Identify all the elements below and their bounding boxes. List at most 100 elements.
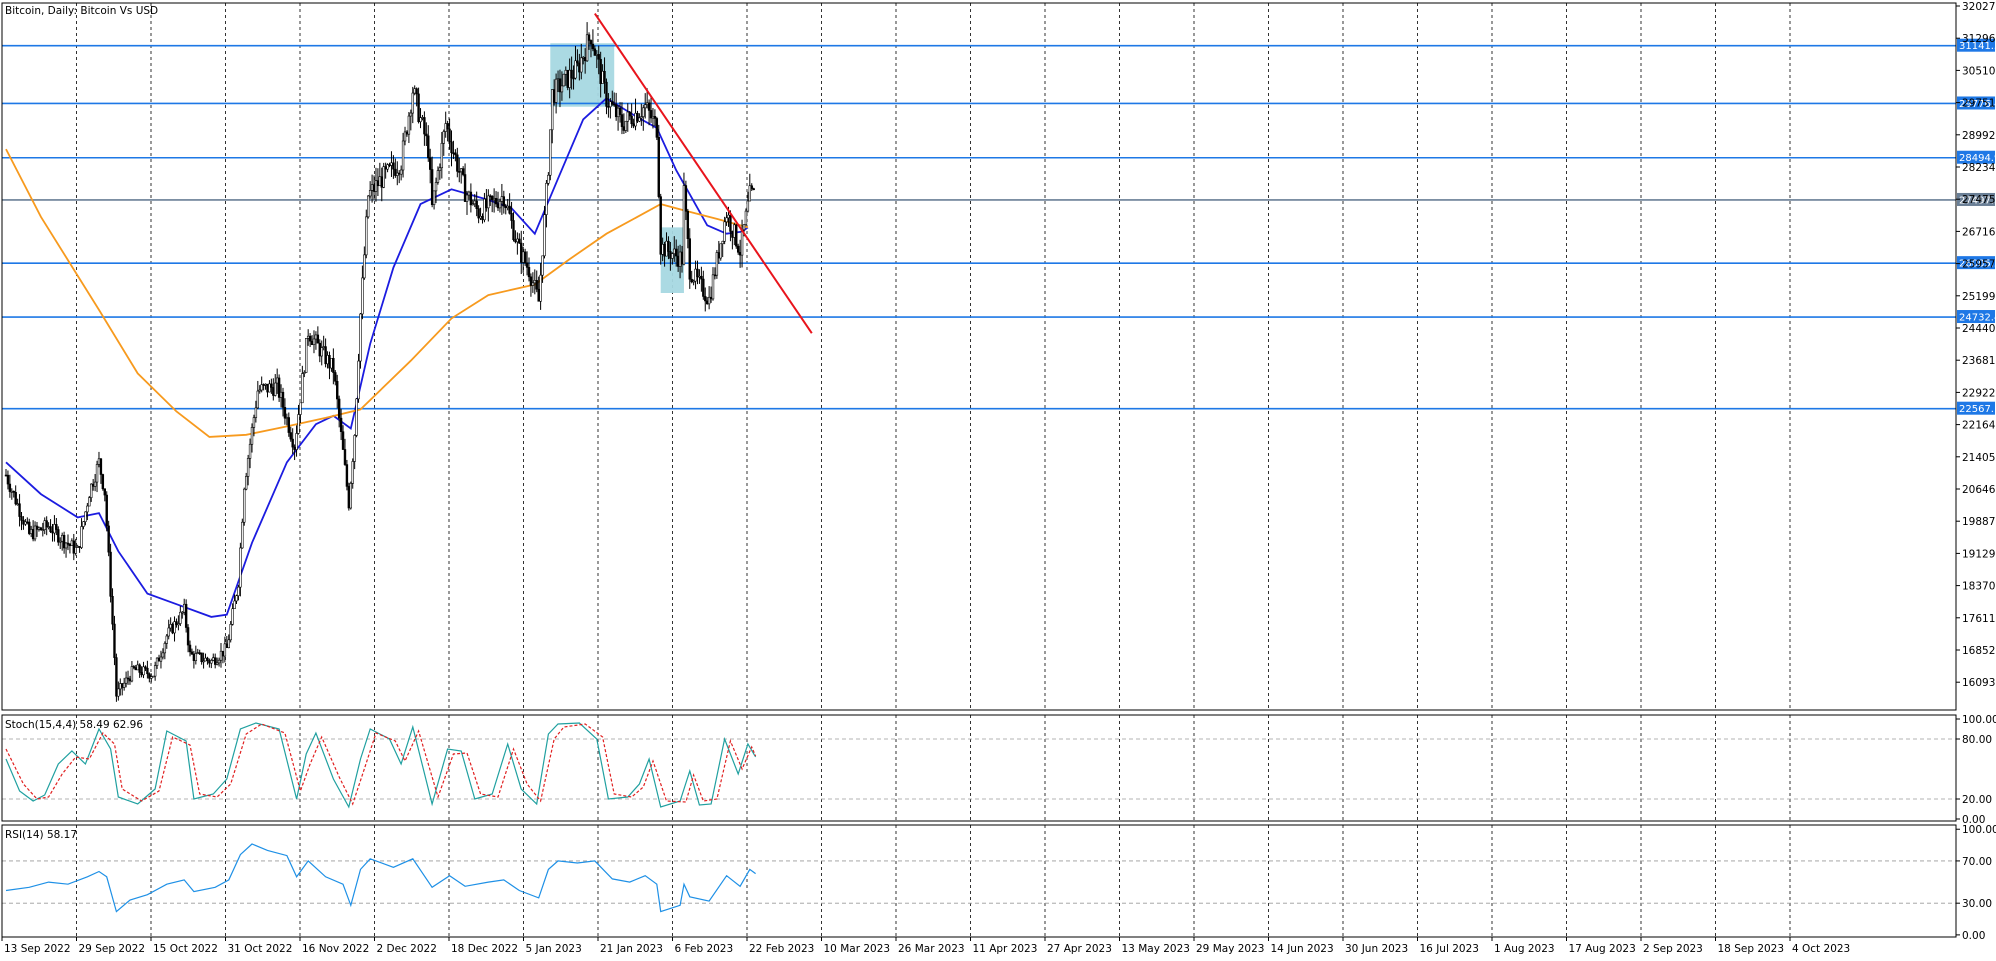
candle-bull <box>413 88 416 94</box>
candle-bull <box>194 653 198 661</box>
candle-bull <box>239 547 242 588</box>
candle-bull <box>682 185 686 265</box>
candle-bear <box>405 131 409 135</box>
candle-bull <box>516 238 519 243</box>
candle-bull <box>678 251 682 267</box>
candle-bull <box>248 443 252 459</box>
candle-bear <box>66 542 70 545</box>
candle-bear <box>603 70 606 83</box>
candle-bear <box>39 527 43 531</box>
candle-bull <box>330 357 333 369</box>
candle-bull <box>124 677 128 684</box>
candle-bear <box>686 210 690 239</box>
candle-bull <box>355 398 358 436</box>
candle-bull <box>748 185 752 202</box>
y-tick-label: 32027.95 <box>1962 1 1996 13</box>
candle-bear <box>192 653 196 661</box>
candle-bear <box>512 220 515 240</box>
candle-bull <box>250 427 254 445</box>
candle-bull <box>361 277 364 315</box>
candle-bull <box>47 526 50 528</box>
candle-bear <box>57 529 60 543</box>
candle-bear <box>343 449 347 465</box>
candle-bear <box>607 106 610 108</box>
candle-bull <box>279 391 283 398</box>
candle-bear <box>372 184 376 192</box>
candle-bear <box>496 203 500 209</box>
candle-bear <box>430 169 434 205</box>
x-tick-label: 22 Feb 2023 <box>749 943 814 955</box>
candle-bear <box>696 268 699 278</box>
candle-bull <box>562 73 566 87</box>
candle-bear <box>55 524 58 530</box>
candle-bear <box>456 154 459 172</box>
candle-bull <box>467 191 471 196</box>
candle-bull <box>16 503 19 506</box>
candle-bear <box>18 503 21 517</box>
y-tick-label: 25957.87 <box>1962 259 1996 271</box>
resistance-trendline[interactable] <box>594 13 813 334</box>
x-tick-label: 29 May 2023 <box>1196 943 1264 955</box>
stoch-line-signal <box>5 723 757 806</box>
candle-bear <box>570 69 573 79</box>
candle-bull <box>624 120 628 131</box>
candle-bear <box>461 168 465 175</box>
candle-bull <box>645 102 649 105</box>
y-tick-label: 29751.67 <box>1962 98 1996 110</box>
candle-bear <box>101 474 105 490</box>
candle-bull <box>582 57 585 59</box>
candle-bear <box>657 137 660 197</box>
candle-bull <box>473 200 476 205</box>
candle-bull <box>595 54 598 56</box>
candle-bear <box>384 166 387 170</box>
candle-bear <box>332 357 335 373</box>
candle-bull <box>24 521 27 525</box>
candle-bull <box>640 116 643 119</box>
candle-bear <box>688 238 691 280</box>
candle-bull <box>434 182 438 192</box>
x-tick-label: 11 Apr 2023 <box>973 943 1038 955</box>
candle-bull <box>487 195 490 209</box>
candle-bull <box>173 621 176 634</box>
candle-bear <box>291 438 294 448</box>
candle-bull <box>237 586 240 597</box>
candle-bear <box>105 494 108 527</box>
candle-bull <box>231 608 234 625</box>
candle-bear <box>175 621 178 626</box>
stoch-y-tick-label: 80.00 <box>1962 734 1992 746</box>
candle-bear <box>690 278 693 283</box>
candle-bear <box>394 168 397 176</box>
candle-bear <box>446 123 449 130</box>
x-tick-label: 6 Feb 2023 <box>675 943 734 955</box>
candle-bear <box>425 133 428 137</box>
candle-bear <box>717 252 721 259</box>
candle-bull <box>742 224 746 231</box>
candle-bear <box>339 417 343 432</box>
x-tick-label: 27 Apr 2023 <box>1047 943 1112 955</box>
candle-bull <box>407 115 411 135</box>
candle-bear <box>324 346 327 365</box>
candle-bull <box>299 402 302 415</box>
candle-bull <box>217 659 221 664</box>
candle-bull <box>295 433 298 450</box>
candle-bear <box>659 196 662 255</box>
candle-bull <box>419 117 422 123</box>
candle-bull <box>258 389 261 392</box>
candle-bull <box>37 527 41 530</box>
candle-bull <box>43 520 46 531</box>
candle-bull <box>275 377 279 384</box>
candle-bear <box>636 112 639 122</box>
candle-bear <box>78 546 81 548</box>
candle-bear <box>4 474 8 477</box>
candle-bear <box>272 387 275 396</box>
candle-bull <box>661 244 664 255</box>
candle-bull <box>97 458 101 465</box>
candle-bear <box>523 251 527 264</box>
candle-bear <box>622 126 626 131</box>
candle-bull <box>378 176 382 187</box>
x-tick-label: 4 Oct 2023 <box>1792 943 1850 955</box>
candle-bear <box>188 644 192 653</box>
candle-bear <box>138 664 141 673</box>
candle-bull <box>733 224 736 238</box>
